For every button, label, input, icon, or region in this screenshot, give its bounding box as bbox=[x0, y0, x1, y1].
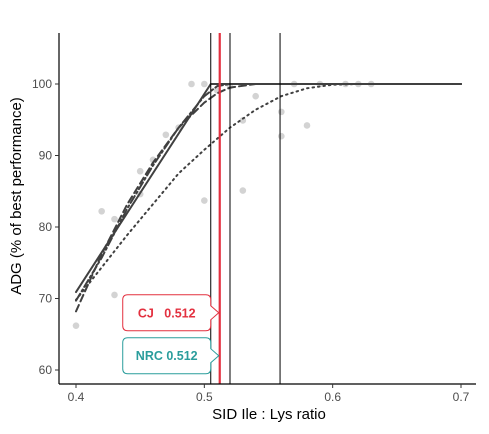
data-point bbox=[201, 197, 208, 204]
x-axis-title: SID Ile : Lys ratio bbox=[212, 406, 326, 423]
data-point bbox=[111, 215, 118, 223]
y-tick-label: 90 bbox=[39, 149, 53, 163]
breakpoint-labels: CJ 0.512 NRC 0.512 bbox=[122, 294, 220, 375]
data-point bbox=[98, 207, 105, 215]
data-point bbox=[239, 117, 247, 124]
data-point bbox=[201, 80, 208, 88]
y-axis-title: ADG (% of best performance) bbox=[8, 97, 25, 295]
fit-line-solid bbox=[75, 83, 462, 294]
nrc-badge bbox=[122, 337, 220, 375]
data-point bbox=[239, 187, 247, 194]
fitted-curves bbox=[75, 83, 462, 313]
fit-line-dotted bbox=[75, 83, 462, 301]
y-tick-label: 70 bbox=[39, 292, 53, 306]
data-point bbox=[188, 80, 195, 88]
fit-line-dash-dot bbox=[75, 83, 462, 302]
x-tick-label: 0.6 bbox=[324, 390, 341, 404]
x-tick-label: 0.7 bbox=[453, 390, 470, 404]
x-tick-label: 0.5 bbox=[196, 390, 213, 404]
y-tick-label: 100 bbox=[32, 77, 52, 91]
data-point bbox=[72, 322, 80, 329]
x-tick-label: 0.4 bbox=[68, 390, 85, 404]
data-point bbox=[303, 122, 311, 129]
breakpoint-lines bbox=[210, 33, 281, 384]
cj-badge-label: CJ 0.512 bbox=[138, 306, 196, 320]
data-point bbox=[162, 131, 170, 139]
scatter-points bbox=[72, 80, 375, 329]
y-tick-label: 80 bbox=[39, 220, 53, 234]
data-point bbox=[252, 92, 259, 100]
axes: 60 70 80 90 100 0.4 0.5 0.6 0.7 bbox=[32, 33, 476, 404]
y-tick-label: 60 bbox=[39, 363, 53, 377]
data-point bbox=[278, 108, 285, 116]
data-point bbox=[136, 167, 144, 175]
data-point bbox=[111, 291, 118, 299]
data-point bbox=[278, 132, 285, 140]
cj-badge bbox=[122, 294, 220, 332]
nrc-badge-label: NRC 0.512 bbox=[136, 349, 198, 363]
